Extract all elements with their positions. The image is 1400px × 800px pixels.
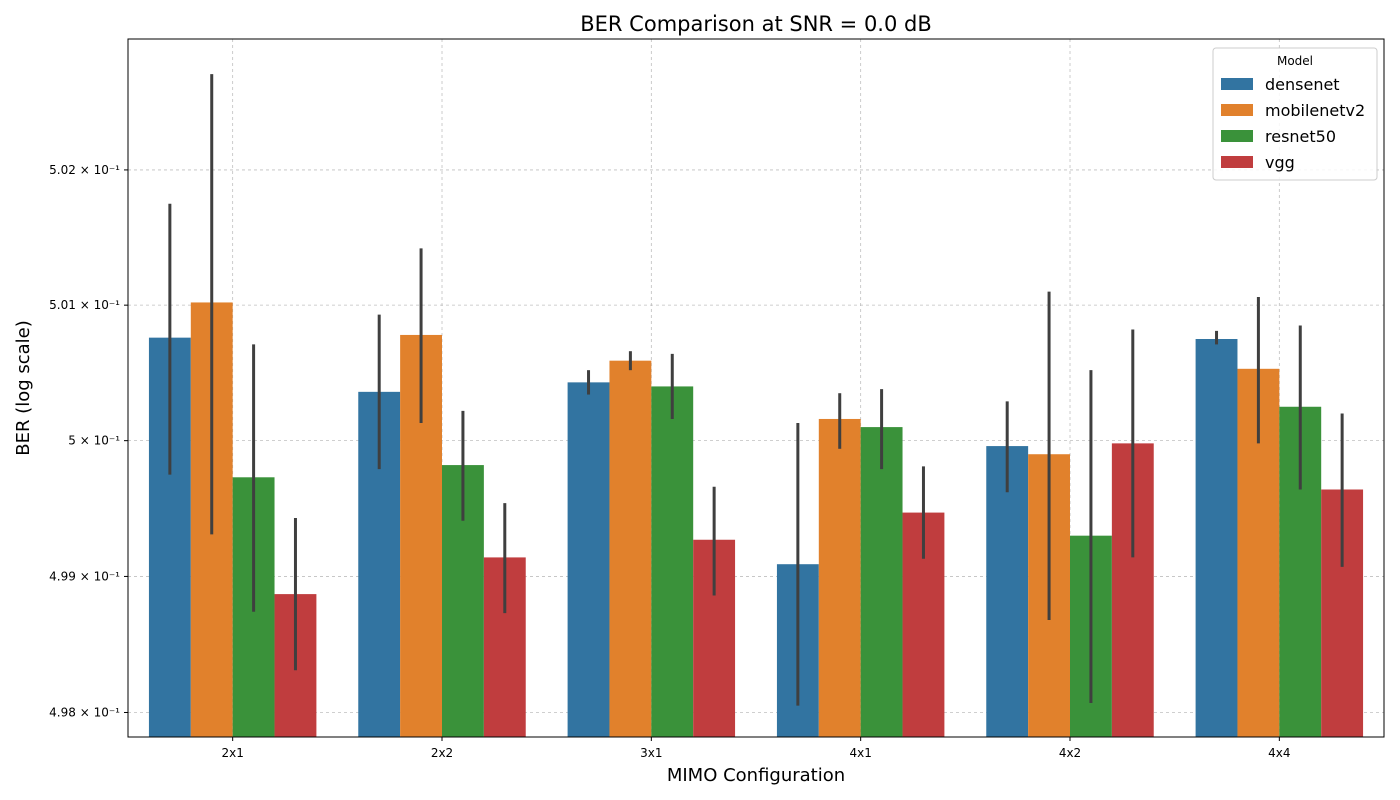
y-tick-label: 5.02 × 10⁻¹ <box>49 163 120 177</box>
legend-swatch-densenet <box>1221 78 1253 90</box>
bar-mobilenetv2-4x1 <box>818 418 861 737</box>
bar-resnet50-4x1 <box>860 427 903 737</box>
legend-swatch-vgg <box>1221 156 1253 168</box>
y-tick-label: 5.01 × 10⁻¹ <box>49 298 120 312</box>
legend-label-vgg: vgg <box>1265 153 1295 172</box>
bars <box>148 302 1364 737</box>
y-tick-label: 4.99 × 10⁻¹ <box>49 569 120 583</box>
x-tick-label: 4x2 <box>1059 746 1081 760</box>
y-tick-label: 4.98 × 10⁻¹ <box>49 705 120 719</box>
x-tick-label: 2x1 <box>221 746 243 760</box>
legend-swatch-mobilenetv2 <box>1221 104 1253 116</box>
legend-label-resnet50: resnet50 <box>1265 127 1336 146</box>
plot-frame <box>127 38 1385 738</box>
x-tick-label: 3x1 <box>640 746 662 760</box>
x-axis-title: MIMO Configuration <box>667 765 845 786</box>
bar-densenet-3x1 <box>567 382 610 737</box>
legend-box <box>1212 47 1378 181</box>
x-tick-label: 4x4 <box>1268 746 1290 760</box>
bar-resnet50-3x1 <box>651 386 694 737</box>
x-tick-label: 4x1 <box>849 746 871 760</box>
bar-mobilenetv2-3x1 <box>609 360 652 737</box>
y-axis-title: BER (log scale) <box>13 320 34 456</box>
x-axis-ticks: 2x1 2x2 3x1 4x1 4x2 4x4 <box>221 737 1291 760</box>
legend-swatch-resnet50 <box>1221 130 1253 142</box>
legend-title: Model <box>1277 54 1313 68</box>
error-bars <box>168 74 1344 706</box>
bar-densenet-4x2 <box>986 446 1029 737</box>
legend: Model densenet mobilenetv2 resnet50 vgg <box>1212 47 1378 181</box>
y-tick-label: 5 × 10⁻¹ <box>68 434 120 448</box>
x-tick-label: 2x2 <box>431 746 453 760</box>
legend-label-mobilenetv2: mobilenetv2 <box>1265 101 1365 120</box>
legend-label-densenet: densenet <box>1265 75 1340 94</box>
y-axis-ticks: 4.98 × 10⁻¹ 4.99 × 10⁻¹ 5 × 10⁻¹ 5.01 × 10⁻… <box>49 163 128 719</box>
bar-densenet-4x4 <box>1195 339 1238 737</box>
chart-title: BER Comparison at SNR = 0.0 dB <box>580 12 932 36</box>
